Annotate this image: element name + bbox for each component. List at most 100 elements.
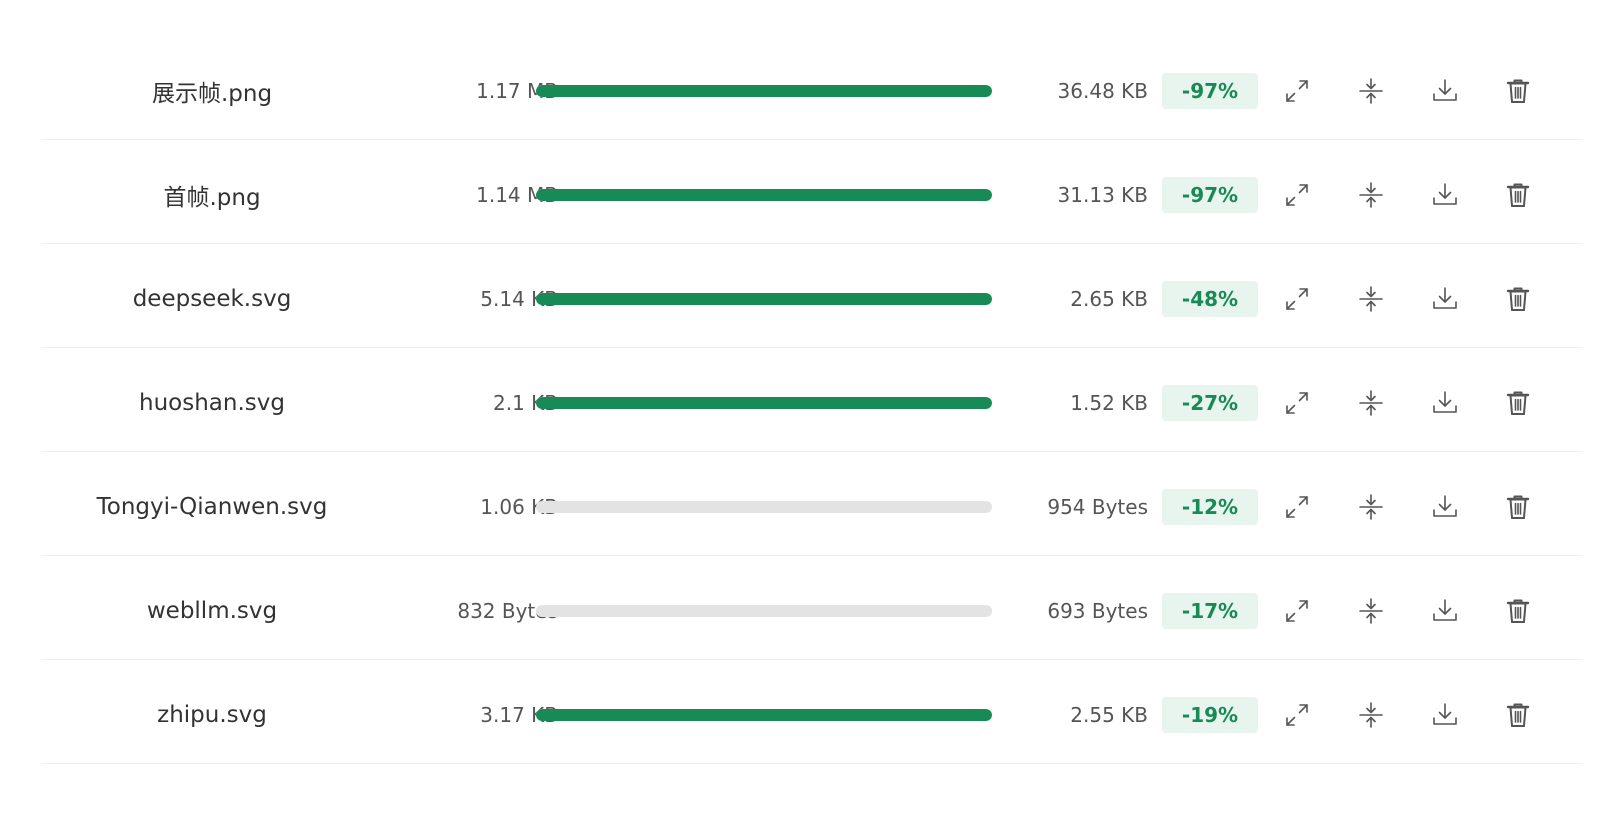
compressed-size: 2.65 KB — [1070, 287, 1148, 311]
expand-icon — [1286, 392, 1308, 414]
expand-button[interactable] — [1275, 385, 1319, 421]
download-icon — [1433, 599, 1457, 621]
compressed-size: 693 Bytes — [1047, 599, 1148, 623]
file-name: huoshan.svg — [139, 390, 285, 416]
download-button[interactable] — [1423, 697, 1467, 733]
compress-icon — [1359, 286, 1383, 312]
download-button[interactable] — [1423, 385, 1467, 421]
compress-button[interactable] — [1349, 489, 1393, 525]
delete-button[interactable] — [1496, 281, 1540, 317]
delete-button[interactable] — [1496, 385, 1540, 421]
compress-icon — [1359, 598, 1383, 624]
expand-icon — [1286, 496, 1308, 518]
progress-track — [536, 397, 992, 409]
trash-icon — [1506, 287, 1530, 311]
download-button[interactable] — [1423, 489, 1467, 525]
file-name: deepseek.svg — [132, 286, 292, 312]
progress-track — [536, 85, 992, 97]
progress-fill — [536, 85, 992, 97]
download-button[interactable] — [1423, 73, 1467, 109]
compress-icon — [1359, 702, 1383, 728]
original-size: 1.06 KB — [480, 495, 558, 519]
compress-button[interactable] — [1349, 385, 1393, 421]
original-size: 5.14 KB — [480, 287, 558, 311]
savings-badge: -48% — [1162, 281, 1258, 317]
original-size: 2.1 KB — [493, 391, 558, 415]
compression-progress-bar — [536, 385, 992, 421]
compression-progress-bar — [536, 281, 992, 317]
expand-button[interactable] — [1275, 697, 1319, 733]
original-size: 832 Bytes — [457, 599, 558, 623]
progress-fill — [536, 709, 992, 721]
delete-button[interactable] — [1496, 177, 1540, 213]
trash-icon — [1506, 391, 1530, 415]
trash-icon — [1506, 703, 1530, 727]
compress-button[interactable] — [1349, 281, 1393, 317]
download-icon — [1433, 495, 1457, 517]
expand-icon — [1286, 288, 1308, 310]
savings-badge: -17% — [1162, 593, 1258, 629]
savings-badge: -27% — [1162, 385, 1258, 421]
compressed-size: 31.13 KB — [1057, 183, 1148, 207]
file-name: 首帧.png — [163, 185, 261, 211]
expand-icon — [1286, 704, 1308, 726]
trash-icon — [1506, 599, 1530, 623]
compress-button[interactable] — [1349, 697, 1393, 733]
download-button[interactable] — [1423, 593, 1467, 629]
savings-badge: -19% — [1162, 697, 1258, 733]
compress-icon — [1359, 390, 1383, 416]
compression-progress-bar — [536, 177, 992, 213]
compression-progress-bar — [536, 697, 992, 733]
compress-button[interactable] — [1349, 177, 1393, 213]
progress-track — [536, 501, 992, 513]
delete-button[interactable] — [1496, 73, 1540, 109]
file-row: 首帧.png 1.14 MB 31.13 KB -97% — [42, 140, 1582, 244]
expand-button[interactable] — [1275, 489, 1319, 525]
original-size: 3.17 KB — [480, 703, 558, 727]
expand-button[interactable] — [1275, 177, 1319, 213]
trash-icon — [1506, 183, 1530, 207]
compression-progress-bar — [536, 489, 992, 525]
original-size: 1.14 MB — [476, 183, 558, 207]
file-row: 展示帧.png 1.17 MB 36.48 KB -97% — [42, 0, 1582, 140]
download-button[interactable] — [1423, 177, 1467, 213]
compressed-size: 2.55 KB — [1070, 703, 1148, 727]
trash-icon — [1506, 495, 1530, 519]
compressed-size: 954 Bytes — [1047, 495, 1148, 519]
delete-button[interactable] — [1496, 593, 1540, 629]
delete-button[interactable] — [1496, 489, 1540, 525]
progress-fill — [536, 397, 992, 409]
file-row: deepseek.svg 5.14 KB 2.65 KB -48% — [42, 244, 1582, 348]
compress-icon — [1359, 182, 1383, 208]
download-icon — [1433, 79, 1457, 101]
file-name: 展示帧.png — [151, 81, 273, 107]
progress-fill — [536, 293, 992, 305]
compress-icon — [1359, 494, 1383, 520]
delete-button[interactable] — [1496, 697, 1540, 733]
compression-progress-bar — [536, 73, 992, 109]
compressed-size: 1.52 KB — [1070, 391, 1148, 415]
expand-button[interactable] — [1275, 73, 1319, 109]
expand-icon — [1286, 600, 1308, 622]
savings-badge: -97% — [1162, 177, 1258, 213]
download-button[interactable] — [1423, 281, 1467, 317]
expand-icon — [1286, 184, 1308, 206]
expand-button[interactable] — [1275, 593, 1319, 629]
file-name: webllm.svg — [146, 598, 278, 624]
download-icon — [1433, 287, 1457, 309]
progress-track — [536, 189, 992, 201]
download-icon — [1433, 703, 1457, 725]
progress-track — [536, 709, 992, 721]
compressed-size: 36.48 KB — [1057, 79, 1148, 103]
savings-badge: -12% — [1162, 489, 1258, 525]
download-icon — [1433, 391, 1457, 413]
compress-button[interactable] — [1349, 593, 1393, 629]
compress-button[interactable] — [1349, 73, 1393, 109]
expand-button[interactable] — [1275, 281, 1319, 317]
file-list: 展示帧.png 1.17 MB 36.48 KB -97% — [42, 0, 1582, 764]
compression-progress-bar — [536, 593, 992, 629]
file-row: Tongyi-Qianwen.svg 1.06 KB 954 Bytes -12… — [42, 452, 1582, 556]
progress-track — [536, 605, 992, 617]
download-icon — [1433, 183, 1457, 205]
file-name: Tongyi-Qianwen.svg — [96, 494, 328, 520]
